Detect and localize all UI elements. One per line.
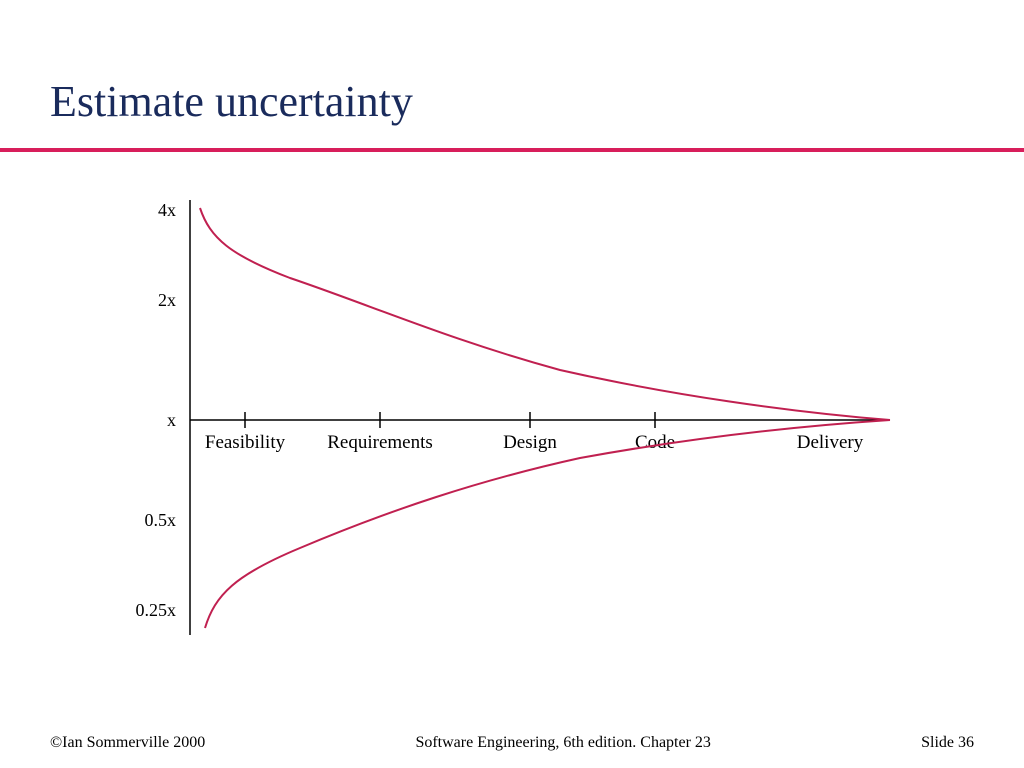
x-tick-label: Feasibility bbox=[205, 432, 286, 453]
footer-slide-number: Slide 36 bbox=[921, 734, 974, 752]
x-tick-label: Delivery bbox=[797, 432, 864, 453]
footer-copyright: ©Ian Sommerville 2000 bbox=[50, 734, 205, 752]
upper-uncertainty-curve bbox=[200, 208, 890, 420]
y-tick-label: 0.5x bbox=[145, 510, 177, 530]
y-tick-label: x bbox=[167, 410, 176, 430]
x-tick-label: Requirements bbox=[327, 432, 433, 453]
title-underline bbox=[0, 148, 1024, 152]
y-tick-label: 0.25x bbox=[136, 600, 177, 620]
footer-book-title: Software Engineering, 6th edition. Chapt… bbox=[415, 734, 710, 752]
estimate-uncertainty-chart: 4x 2x x 0.5x 0.25x Feasibility Requirements Des… bbox=[110, 190, 910, 650]
x-tick-label: Design bbox=[503, 432, 557, 453]
y-tick-label: 4x bbox=[158, 200, 176, 220]
y-tick-label: 2x bbox=[158, 290, 176, 310]
slide-footer: ©Ian Sommerville 2000 Software Engineeri… bbox=[0, 734, 1024, 752]
slide-title: Estimate uncertainty bbox=[50, 76, 413, 127]
